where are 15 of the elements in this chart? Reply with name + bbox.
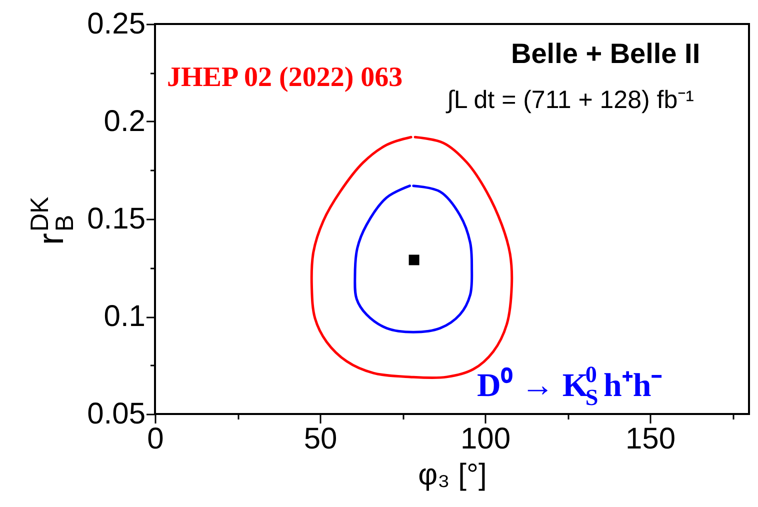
y-tick-label: 0.15 <box>87 202 146 236</box>
x-tick-label: 0 <box>147 422 164 456</box>
x-axis-title: φ₃ [°] <box>418 458 487 492</box>
annotation: ∫L dt = (711 + 128) fb⁻¹ <box>445 86 694 114</box>
line-series <box>354 184 474 334</box>
x-tick-label: 150 <box>625 422 676 456</box>
y-axis-title: rBDK <box>26 196 80 245</box>
annotation: JHEP 02 (2022) 063 <box>167 62 403 93</box>
x-tick-label: 50 <box>304 422 338 456</box>
y-tick-label: 0.2 <box>104 105 146 138</box>
y-tick-label: 0.25 <box>87 8 146 40</box>
y-tick-label: 0.1 <box>104 300 146 333</box>
annotation: Belle + Belle II <box>511 38 700 69</box>
x-tick-label: 100 <box>460 422 511 456</box>
y-tick-label: 0.05 <box>87 398 146 430</box>
